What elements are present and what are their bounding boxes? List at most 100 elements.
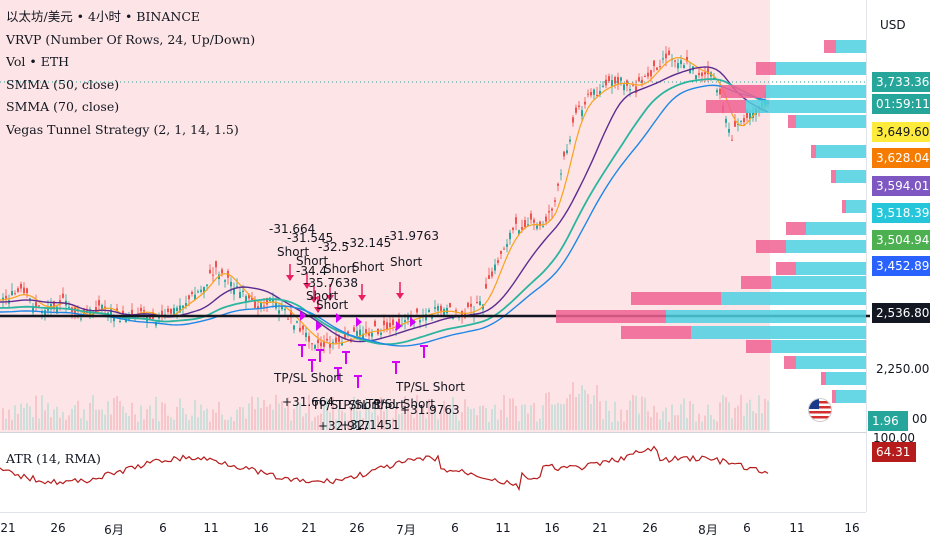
candle-body <box>200 289 202 292</box>
volume-bar <box>521 404 523 430</box>
volume-bar <box>704 415 706 430</box>
volume-bar <box>494 404 496 430</box>
candle-body <box>668 50 670 55</box>
candle-body <box>467 302 469 308</box>
volume-bar <box>584 389 586 430</box>
candle-body <box>239 291 241 298</box>
candle-body <box>434 307 436 309</box>
currency-button[interactable]: USD <box>880 18 906 32</box>
volume-bar <box>236 409 238 430</box>
candle-body <box>35 301 37 307</box>
vrvp-indicator-label[interactable]: VRVP (Number Of Rows, 24, Up/Down) <box>6 31 256 47</box>
candle-body <box>305 332 307 338</box>
volume-bar <box>614 401 616 430</box>
volume-bar <box>467 406 469 430</box>
volume-bar <box>740 394 742 430</box>
volume-bar <box>629 400 631 430</box>
volume-bar <box>338 408 340 430</box>
candle-body <box>215 261 217 268</box>
volume-bar <box>293 408 295 430</box>
candle-body <box>488 275 490 279</box>
candle-body <box>320 342 322 347</box>
price-tag: 3,504.94 <box>872 230 930 250</box>
candle-body <box>716 89 718 93</box>
short-signal-value: -32.5 <box>318 240 350 254</box>
candle-body <box>53 301 55 309</box>
volume-bar <box>407 399 409 430</box>
candle-body <box>392 319 394 326</box>
short-arrow-icon <box>310 297 318 303</box>
volume-bar <box>710 414 712 430</box>
candle-body <box>191 291 193 294</box>
volume-bar <box>512 398 514 430</box>
volume-bar <box>146 409 148 430</box>
volume-profile-down <box>741 276 771 289</box>
candle-body <box>284 309 286 311</box>
candle-body <box>386 322 388 330</box>
volume-bar <box>410 414 412 430</box>
smma50-indicator-label[interactable]: SMMA (50, close) <box>6 76 120 92</box>
volume-bar <box>239 406 241 430</box>
volume-bar <box>683 398 685 430</box>
symbol-title[interactable]: 以太坊/美元 • 4小时 • BINANCE <box>6 9 201 24</box>
volume-bar <box>764 398 766 430</box>
candle-body <box>515 217 517 224</box>
candle-body <box>293 325 295 330</box>
candle-body <box>380 332 382 335</box>
chart-legend: 以太坊/美元 • 4小时 • BINANCE VRVP (Number Of R… <box>6 6 255 142</box>
signal-triangle-icon <box>300 311 306 321</box>
strategy-indicator-label[interactable]: Vegas Tunnel Strategy (2, 1, 14, 1.5) <box>6 121 239 137</box>
atr-indicator-label[interactable]: ATR (14, RMA) <box>6 451 101 466</box>
candle-body <box>245 296 247 303</box>
candle-body <box>455 310 457 312</box>
volume-bar <box>719 402 721 430</box>
candle-body <box>74 307 76 315</box>
candle-body <box>365 329 367 333</box>
volume-bar <box>161 402 163 430</box>
volume-bar <box>590 404 592 430</box>
candle-body <box>425 314 427 321</box>
us-flag-icon[interactable] <box>808 398 832 422</box>
volume-bar <box>200 404 202 430</box>
candle-body <box>335 337 337 343</box>
volume-bar <box>344 412 346 430</box>
candle-body <box>56 306 58 314</box>
volume-bar <box>416 395 418 430</box>
volume-profile-down <box>842 200 846 213</box>
volume-bar <box>737 405 739 430</box>
candle-body <box>143 310 145 312</box>
volume-bar <box>278 403 280 430</box>
candle-body <box>14 293 16 295</box>
candle-body <box>59 300 61 304</box>
volume-profile-down <box>756 240 786 253</box>
candle-body <box>278 310 280 314</box>
candle-body <box>359 329 361 336</box>
candle-body <box>509 232 511 240</box>
candle-body <box>635 86 637 93</box>
volume-bar <box>188 420 190 430</box>
time-axis-tick: 16 <box>544 521 560 535</box>
candle-body <box>677 63 679 69</box>
smma70-indicator-label[interactable]: SMMA (70, close) <box>6 99 120 115</box>
candle-body <box>248 294 250 299</box>
volume-bar <box>35 395 37 430</box>
candle-body <box>446 308 448 314</box>
volume-bar <box>308 395 310 430</box>
short-signal-value: -32.145 <box>345 236 392 250</box>
tpsl-signal-value: +31.9763 <box>400 403 460 417</box>
volume-bar <box>248 403 250 430</box>
volume-bar <box>632 394 634 430</box>
candle-body <box>650 70 652 77</box>
volume-bar <box>86 420 88 430</box>
candle-body <box>563 151 565 157</box>
volume-bar <box>425 418 427 430</box>
volume-profile-down <box>788 115 796 128</box>
volume-bar <box>362 418 364 430</box>
volume-indicator-label[interactable]: Vol • ETH <box>6 54 70 70</box>
volume-bar <box>506 417 508 430</box>
volume-bar <box>554 404 556 430</box>
candle-body <box>254 301 256 308</box>
volume-bar <box>497 419 499 430</box>
candle-body <box>512 227 514 230</box>
